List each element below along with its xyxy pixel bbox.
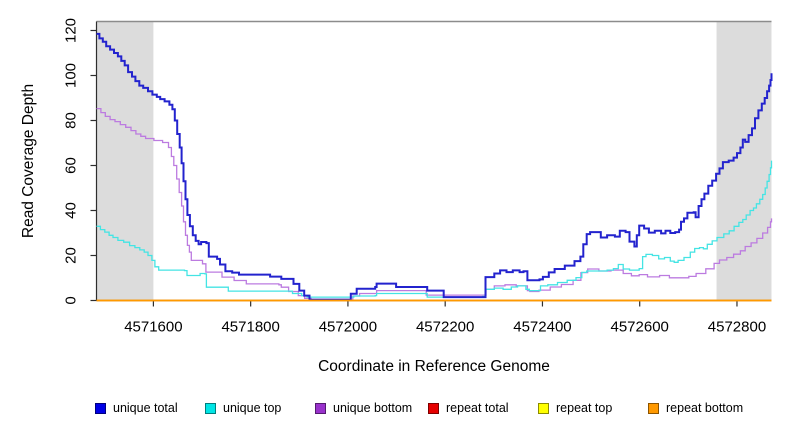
legend-swatch-repeat-top-icon — [538, 402, 549, 414]
legend-swatch-unique-total-icon — [95, 402, 106, 414]
shaded-region — [716, 21, 772, 301]
x-tick-label: 4572800 — [708, 319, 766, 336]
x-tick-label: 4572000 — [319, 319, 377, 336]
y-tick-label: 0 — [63, 296, 80, 304]
y-tick-label: 60 — [63, 157, 80, 174]
legend-item-repeat-total: repeat total — [428, 401, 509, 415]
series-line-unique-bottom — [96, 107, 773, 301]
legend-label-unique-total: unique total — [113, 400, 178, 415]
legend-swatch-repeat-total-icon — [428, 402, 439, 414]
legend-swatch-unique-bottom-icon — [315, 402, 326, 414]
y-tick-label: 120 — [63, 18, 80, 43]
legend-label-repeat-bottom: repeat bottom — [666, 400, 744, 415]
x-axis-title: Coordinate in Reference Genome — [318, 358, 550, 375]
shaded-region — [96, 21, 154, 301]
legend-item-repeat-top: repeat top — [538, 401, 612, 415]
legend-item-unique-top: unique top — [205, 401, 281, 415]
series-line-unique-total — [96, 32, 773, 301]
y-axis-title: Read Coverage Depth — [20, 83, 37, 239]
x-tick-label: 4571600 — [124, 319, 182, 336]
series-line-unique-top — [96, 160, 773, 298]
legend-swatch-repeat-bottom-icon — [648, 402, 659, 414]
legend-swatch-unique-top-icon — [205, 402, 216, 414]
y-tick-label: 80 — [63, 112, 80, 129]
legend-label-repeat-total: repeat total — [446, 400, 509, 415]
x-tick-label: 4571800 — [221, 319, 279, 336]
legend-item-unique-bottom: unique bottom — [315, 401, 412, 415]
legend-label-repeat-top: repeat top — [556, 400, 613, 415]
x-tick-label: 4572600 — [611, 319, 669, 336]
y-tick-label: 40 — [63, 202, 80, 219]
y-tick-label: 20 — [63, 247, 80, 264]
legend-item-unique-total: unique total — [95, 401, 178, 415]
y-tick-label: 100 — [63, 63, 80, 88]
legend-item-repeat-bottom: repeat bottom — [648, 401, 743, 415]
legend-label-unique-bottom: unique bottom — [333, 400, 413, 415]
legend-label-unique-top: unique top — [223, 400, 282, 415]
x-tick-label: 4572400 — [513, 319, 571, 336]
x-tick-label: 4572200 — [416, 319, 474, 336]
